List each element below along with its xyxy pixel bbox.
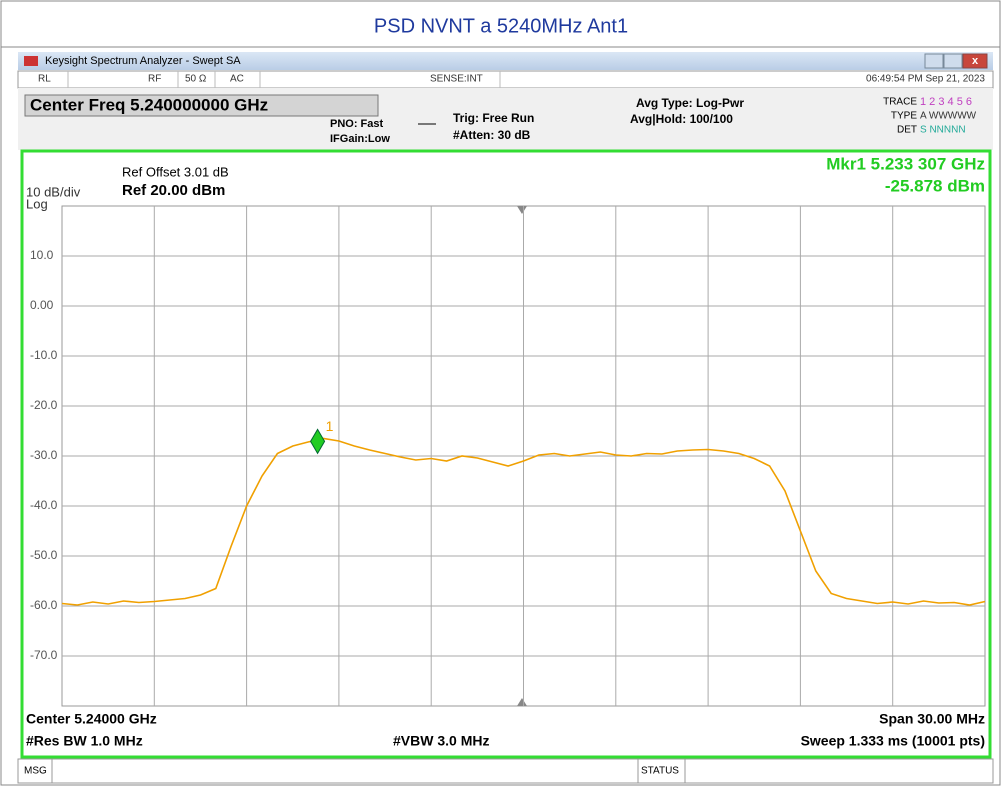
restore-button[interactable] (943, 53, 963, 69)
status-item: RF (148, 74, 161, 85)
scale-type: Log (26, 196, 48, 211)
page-title: PSD NVNT a 5240MHz Ant1 (374, 15, 628, 37)
message-bar (17, 758, 994, 784)
status-item: AC (230, 74, 244, 85)
y-tick-label: -30.0 (30, 448, 58, 462)
status-item: SENSE:INT (430, 74, 483, 85)
app-icon (24, 56, 38, 66)
y-tick-label: 10.0 (30, 248, 54, 262)
avg-type: Avg Type: Log-Pwr (636, 96, 744, 110)
y-tick-label: -60.0 (30, 598, 58, 612)
ifgain: IFGain:Low (330, 133, 390, 145)
trace (61, 437, 986, 606)
avg-hold: Avg|Hold: 100/100 (630, 112, 733, 126)
datetime: 06:49:54 PM Sep 21, 2023 (866, 74, 985, 85)
type-values: A WWWWW (920, 111, 977, 122)
status-item: RL (38, 74, 51, 85)
center-freq-box (24, 94, 379, 117)
marker (309, 428, 326, 455)
footer-sweep: Sweep 1.333 ms (10001 pts) (801, 733, 985, 749)
close-icon: x (972, 55, 979, 67)
trace-values: 1 2 3 4 5 6 (920, 96, 972, 108)
center-indicator (517, 206, 527, 214)
y-tick-label: -10.0 (30, 348, 58, 362)
det-label: DET (897, 125, 917, 136)
footer-vbw: #VBW 3.0 MHz (393, 733, 489, 749)
pno: PNO: Fast (330, 118, 384, 130)
scale: 10 dB/div (26, 184, 81, 199)
y-tick-label: 0.00 (30, 298, 54, 312)
marker-freq: Mkr1 5.233 307 GHz (826, 154, 985, 173)
y-tick-label: -20.0 (30, 398, 58, 412)
ref-level: Ref 20.00 dBm (122, 182, 225, 199)
footer-span: Span 30.00 MHz (879, 711, 985, 727)
window-titlebar (18, 52, 993, 70)
status-row (17, 70, 994, 89)
trace-label: TRACE (883, 97, 917, 108)
footer-center: Center 5.24000 GHz (26, 711, 157, 727)
minimize-button[interactable] (924, 53, 944, 69)
center-indicator (517, 698, 527, 706)
y-tick-label: -70.0 (30, 648, 58, 662)
y-tick-label: -40.0 (30, 498, 58, 512)
status: STATUS (641, 766, 679, 777)
trig: Trig: Free Run (453, 111, 534, 125)
close-button[interactable] (962, 53, 988, 69)
atten: #Atten: 30 dB (453, 128, 531, 142)
center-freq: Center Freq 5.240000000 GHz (30, 95, 268, 114)
marker-level: -25.878 dBm (885, 176, 985, 195)
footer-rbw: #Res BW 1.0 MHz (26, 733, 143, 749)
y-tick-label: -50.0 (30, 548, 58, 562)
det-values: S NNNNN (920, 125, 966, 136)
msg: MSG (24, 766, 47, 777)
ref-offset: Ref Offset 3.01 dB (122, 164, 229, 179)
marker-label: 1 (326, 418, 334, 434)
type-label: TYPE (891, 111, 917, 122)
status-item: 50 Ω (185, 74, 207, 85)
app-title: Keysight Spectrum Analyzer - Swept SA (45, 55, 241, 67)
